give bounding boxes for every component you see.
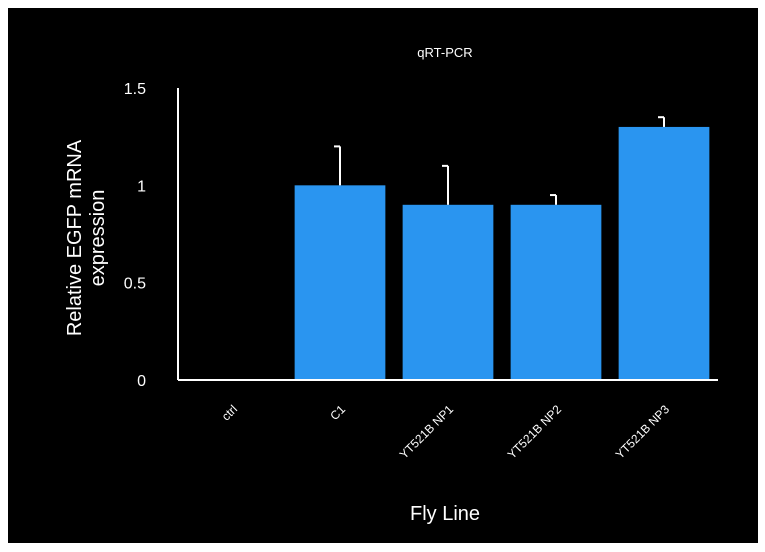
error-bars [334, 116, 665, 205]
y-axis-ticks: 0 0.5 1 1.5 [124, 81, 146, 390]
x-tick-label-0: ctrl [219, 402, 240, 423]
error-bar-4 [658, 116, 665, 127]
y-axis-label-line-1: Relative EGFP mRNA [64, 139, 86, 336]
y-tick-label-2: 1 [137, 178, 146, 195]
chart-title: qRT-PCR [417, 45, 472, 60]
error-bar-3 [550, 194, 557, 205]
x-tick-label-1: C1 [327, 402, 348, 423]
bar-1 [294, 185, 386, 380]
x-tick-label-4: YT521B NP3 [613, 402, 673, 462]
x-axis-label: Fly Line [410, 503, 480, 525]
y-axis-label-line-2: expression [87, 190, 109, 287]
y-tick-label-1: 0.5 [124, 276, 146, 293]
chart-canvas: qRT-PCR Relative EGFP mRNA expression 00… [64, 45, 718, 525]
y-tick-label-0: 0 [137, 373, 146, 390]
bar-4 [618, 126, 710, 380]
x-axis-ticks: ctrl C1 YT521B NP1 YT521B NP2 YT521B NP3 [219, 402, 672, 462]
x-tick-label-2: YT521B NP1 [397, 402, 457, 462]
error-bar-2 [442, 164, 449, 205]
bar-2 [402, 204, 494, 380]
y-tick-label-3: 1.5 [124, 81, 146, 98]
bar-3 [510, 204, 602, 380]
x-tick-label-3: YT521B NP2 [505, 402, 565, 462]
error-bar-1 [334, 145, 341, 186]
bars [294, 126, 710, 380]
y-axis-label: Relative EGFP mRNA expression [64, 139, 109, 336]
